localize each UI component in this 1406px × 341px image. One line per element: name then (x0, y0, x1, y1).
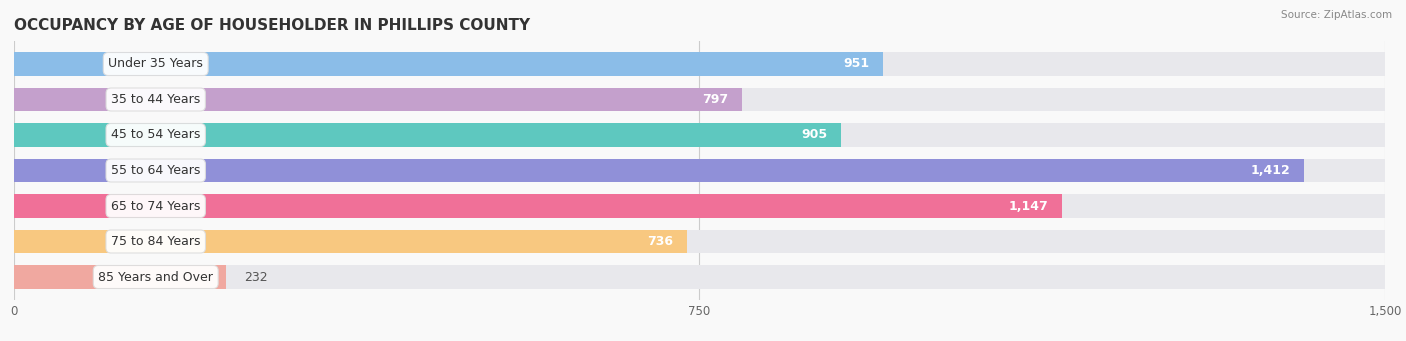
Bar (14, 194, 1385, 218)
Text: 797: 797 (703, 93, 728, 106)
Text: OCCUPANCY BY AGE OF HOUSEHOLDER IN PHILLIPS COUNTY: OCCUPANCY BY AGE OF HOUSEHOLDER IN PHILL… (14, 18, 530, 33)
Text: 85 Years and Over: 85 Years and Over (98, 270, 214, 283)
Bar (14, 159, 1385, 182)
Text: 75 to 84 Years: 75 to 84 Years (111, 235, 201, 248)
Bar (14, 265, 1385, 288)
Bar (14, 88, 1385, 111)
Bar (14, 230, 686, 253)
Text: 55 to 64 Years: 55 to 64 Years (111, 164, 201, 177)
Text: 736: 736 (647, 235, 673, 248)
Bar (14, 53, 883, 76)
Bar (14, 194, 1063, 218)
Bar (14, 123, 1385, 147)
Bar (14, 159, 1305, 182)
Bar (14, 230, 1385, 253)
Bar (14, 265, 226, 288)
Text: 45 to 54 Years: 45 to 54 Years (111, 129, 201, 142)
Bar (14, 88, 742, 111)
Text: 1,412: 1,412 (1251, 164, 1291, 177)
Text: 1,147: 1,147 (1010, 199, 1049, 212)
Text: 35 to 44 Years: 35 to 44 Years (111, 93, 200, 106)
Text: Source: ZipAtlas.com: Source: ZipAtlas.com (1281, 10, 1392, 20)
Bar (14, 53, 1385, 76)
Text: 65 to 74 Years: 65 to 74 Years (111, 199, 201, 212)
Text: 951: 951 (844, 58, 869, 71)
Text: 905: 905 (801, 129, 827, 142)
Bar (14, 123, 841, 147)
Text: 232: 232 (245, 270, 269, 283)
Text: Under 35 Years: Under 35 Years (108, 58, 202, 71)
